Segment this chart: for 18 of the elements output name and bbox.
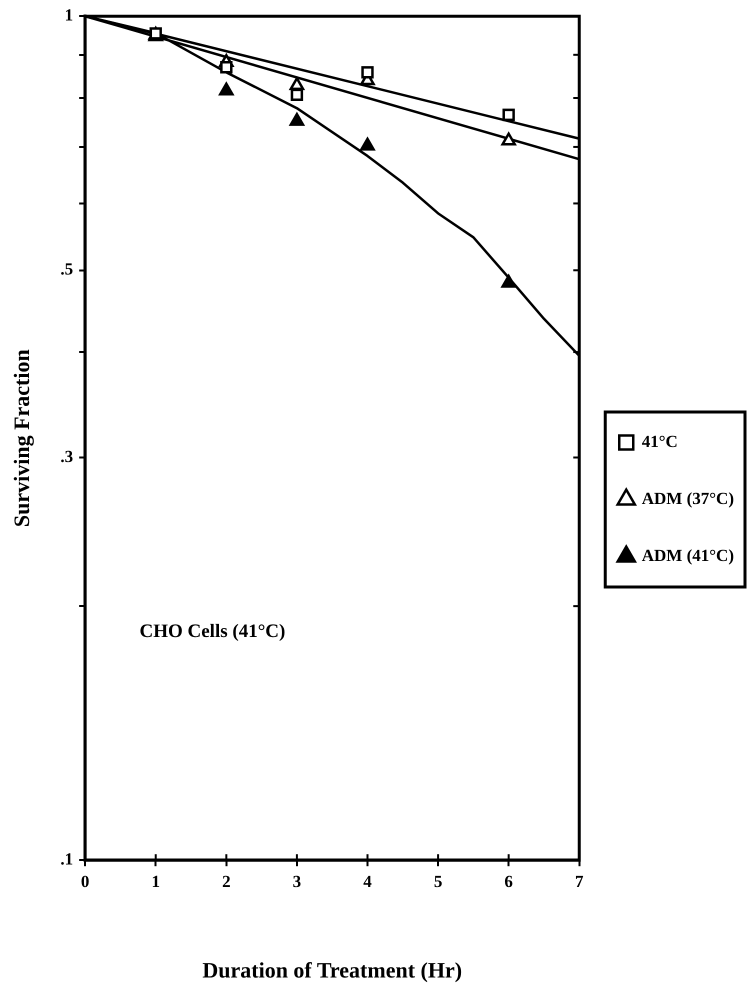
x-axis-title: Duration of Treatment (Hr) — [202, 957, 462, 982]
legend-label: ADM (41°C) — [642, 546, 734, 565]
y-tick-label: .5 — [60, 260, 74, 279]
x-tick-label: 5 — [434, 872, 442, 891]
x-tick-label: 4 — [363, 872, 372, 891]
x-tick-label: 7 — [575, 872, 584, 891]
y-axis-title: Surviving Fraction — [8, 349, 34, 528]
legend-label: ADM (37°C) — [642, 488, 734, 508]
y-tick-label: 1 — [64, 6, 74, 25]
y-tick-label: .1 — [60, 850, 74, 869]
annotation: CHO Cells (41°C) — [140, 621, 286, 642]
y-tick-label: .3 — [60, 446, 74, 466]
x-tick-label: 1 — [151, 872, 160, 891]
x-tick-label: 2 — [222, 872, 231, 891]
x-tick-label: 0 — [80, 872, 90, 891]
x-tick-label: 3 — [292, 872, 302, 891]
legend-label: 41°C — [642, 432, 678, 451]
x-tick-label: 6 — [504, 872, 513, 891]
